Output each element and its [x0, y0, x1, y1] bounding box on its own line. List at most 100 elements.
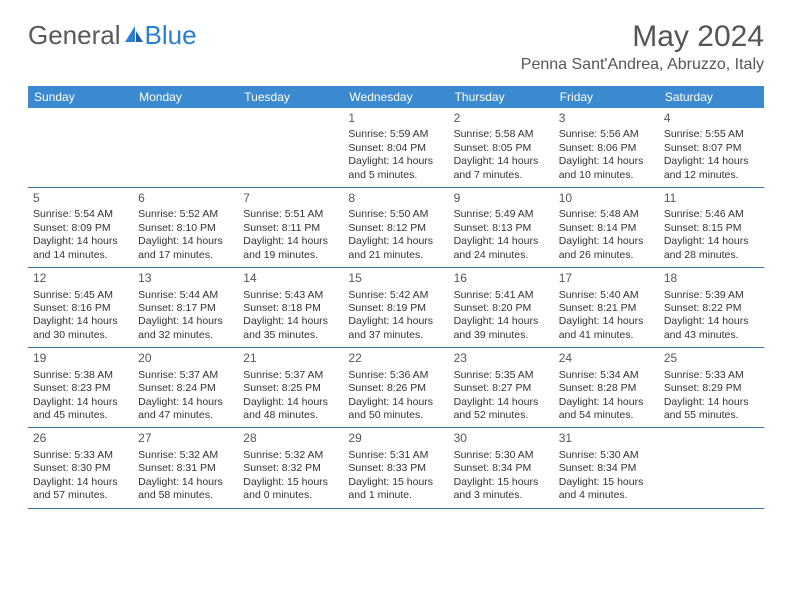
day-header-row: Sunday Monday Tuesday Wednesday Thursday…	[28, 86, 764, 108]
daylight-text: Daylight: 14 hours and 10 minutes.	[559, 155, 654, 182]
day-cell: 9Sunrise: 5:49 AMSunset: 8:13 PMDaylight…	[449, 188, 554, 267]
day-number: 17	[559, 271, 654, 286]
day-number: 13	[138, 271, 233, 286]
sunset-text: Sunset: 8:27 PM	[454, 382, 549, 395]
day-number: 10	[559, 191, 654, 206]
day-cell: 2Sunrise: 5:58 AMSunset: 8:05 PMDaylight…	[449, 108, 554, 187]
day-number: 24	[559, 351, 654, 366]
day-number: 31	[559, 431, 654, 446]
sunset-text: Sunset: 8:12 PM	[348, 222, 443, 235]
sunrise-text: Sunrise: 5:30 AM	[454, 449, 549, 462]
sunrise-text: Sunrise: 5:56 AM	[559, 128, 654, 141]
sunrise-text: Sunrise: 5:34 AM	[559, 369, 654, 382]
sunrise-text: Sunrise: 5:41 AM	[454, 289, 549, 302]
sunset-text: Sunset: 8:26 PM	[348, 382, 443, 395]
day-number: 21	[243, 351, 338, 366]
day-cell: 15Sunrise: 5:42 AMSunset: 8:19 PMDayligh…	[343, 268, 448, 347]
daylight-text: Daylight: 14 hours and 21 minutes.	[348, 235, 443, 262]
daylight-text: Daylight: 14 hours and 54 minutes.	[559, 396, 654, 423]
day-cell: 4Sunrise: 5:55 AMSunset: 8:07 PMDaylight…	[659, 108, 764, 187]
sunset-text: Sunset: 8:17 PM	[138, 302, 233, 315]
week-row: 12Sunrise: 5:45 AMSunset: 8:16 PMDayligh…	[28, 268, 764, 348]
sunset-text: Sunset: 8:04 PM	[348, 142, 443, 155]
day-number: 9	[454, 191, 549, 206]
day-cell: 26Sunrise: 5:33 AMSunset: 8:30 PMDayligh…	[28, 428, 133, 507]
logo-text-2: Blue	[145, 20, 197, 51]
sunrise-text: Sunrise: 5:43 AM	[243, 289, 338, 302]
sunset-text: Sunset: 8:05 PM	[454, 142, 549, 155]
day-number: 23	[454, 351, 549, 366]
day-number: 30	[454, 431, 549, 446]
day-cell: 14Sunrise: 5:43 AMSunset: 8:18 PMDayligh…	[238, 268, 343, 347]
daylight-text: Daylight: 15 hours and 0 minutes.	[243, 476, 338, 503]
day-number: 20	[138, 351, 233, 366]
day-cell: 16Sunrise: 5:41 AMSunset: 8:20 PMDayligh…	[449, 268, 554, 347]
day-header: Friday	[554, 86, 659, 108]
day-number: 8	[348, 191, 443, 206]
sunset-text: Sunset: 8:15 PM	[664, 222, 759, 235]
sunset-text: Sunset: 8:11 PM	[243, 222, 338, 235]
sunset-text: Sunset: 8:33 PM	[348, 462, 443, 475]
daylight-text: Daylight: 14 hours and 58 minutes.	[138, 476, 233, 503]
day-number: 1	[348, 111, 443, 126]
sunrise-text: Sunrise: 5:30 AM	[559, 449, 654, 462]
day-cell	[238, 108, 343, 187]
daylight-text: Daylight: 14 hours and 50 minutes.	[348, 396, 443, 423]
day-cell: 22Sunrise: 5:36 AMSunset: 8:26 PMDayligh…	[343, 348, 448, 427]
daylight-text: Daylight: 14 hours and 30 minutes.	[33, 315, 128, 342]
sunset-text: Sunset: 8:14 PM	[559, 222, 654, 235]
daylight-text: Daylight: 14 hours and 45 minutes.	[33, 396, 128, 423]
sunset-text: Sunset: 8:20 PM	[454, 302, 549, 315]
sunrise-text: Sunrise: 5:54 AM	[33, 208, 128, 221]
day-cell: 25Sunrise: 5:33 AMSunset: 8:29 PMDayligh…	[659, 348, 764, 427]
sunrise-text: Sunrise: 5:49 AM	[454, 208, 549, 221]
day-cell: 7Sunrise: 5:51 AMSunset: 8:11 PMDaylight…	[238, 188, 343, 267]
sunset-text: Sunset: 8:34 PM	[454, 462, 549, 475]
day-header: Thursday	[449, 86, 554, 108]
day-cell: 23Sunrise: 5:35 AMSunset: 8:27 PMDayligh…	[449, 348, 554, 427]
sunset-text: Sunset: 8:18 PM	[243, 302, 338, 315]
day-number: 15	[348, 271, 443, 286]
daylight-text: Daylight: 14 hours and 39 minutes.	[454, 315, 549, 342]
sunset-text: Sunset: 8:23 PM	[33, 382, 128, 395]
daylight-text: Daylight: 14 hours and 41 minutes.	[559, 315, 654, 342]
month-title: May 2024	[521, 20, 764, 54]
daylight-text: Daylight: 14 hours and 43 minutes.	[664, 315, 759, 342]
sunset-text: Sunset: 8:13 PM	[454, 222, 549, 235]
sunrise-text: Sunrise: 5:32 AM	[243, 449, 338, 462]
day-cell: 10 Sunrise: 5:48 AMSunset: 8:14 PMDayligh…	[554, 188, 659, 267]
day-number: 4	[664, 111, 759, 126]
sunset-text: Sunset: 8:28 PM	[559, 382, 654, 395]
day-number: 25	[664, 351, 759, 366]
day-number: 18	[664, 271, 759, 286]
sunrise-text: Sunrise: 5:50 AM	[348, 208, 443, 221]
day-number: 29	[348, 431, 443, 446]
day-header: Saturday	[659, 86, 764, 108]
day-cell: 18Sunrise: 5:39 AMSunset: 8:22 PMDayligh…	[659, 268, 764, 347]
day-cell: 19Sunrise: 5:38 AMSunset: 8:23 PMDayligh…	[28, 348, 133, 427]
sunset-text: Sunset: 8:06 PM	[559, 142, 654, 155]
daylight-text: Daylight: 14 hours and 37 minutes.	[348, 315, 443, 342]
day-number: 6	[138, 191, 233, 206]
day-cell: 12Sunrise: 5:45 AMSunset: 8:16 PMDayligh…	[28, 268, 133, 347]
sunrise-text: Sunrise: 5:39 AM	[664, 289, 759, 302]
day-cell: 24 Sunrise: 5:34 AMSunset: 8:28 PMDayligh…	[554, 348, 659, 427]
daylight-text: Daylight: 14 hours and 12 minutes.	[664, 155, 759, 182]
day-number: 22	[348, 351, 443, 366]
sunrise-text: Sunrise: 5:33 AM	[33, 449, 128, 462]
daylight-text: Daylight: 14 hours and 55 minutes.	[664, 396, 759, 423]
daylight-text: Daylight: 14 hours and 48 minutes.	[243, 396, 338, 423]
day-header: Wednesday	[343, 86, 448, 108]
sunset-text: Sunset: 8:34 PM	[559, 462, 654, 475]
day-cell: 29Sunrise: 5:31 AMSunset: 8:33 PMDayligh…	[343, 428, 448, 507]
sunset-text: Sunset: 8:24 PM	[138, 382, 233, 395]
sunrise-text: Sunrise: 5:48 AM	[559, 208, 654, 221]
week-row: 5Sunrise: 5:54 AMSunset: 8:09 PMDaylight…	[28, 188, 764, 268]
title-block: May 2024 Penna Sant'Andrea, Abruzzo, Ita…	[521, 20, 764, 74]
day-number: 3	[559, 111, 654, 126]
sunset-text: Sunset: 8:29 PM	[664, 382, 759, 395]
sunset-text: Sunset: 8:09 PM	[33, 222, 128, 235]
daylight-text: Daylight: 14 hours and 35 minutes.	[243, 315, 338, 342]
daylight-text: Daylight: 14 hours and 26 minutes.	[559, 235, 654, 262]
sunset-text: Sunset: 8:19 PM	[348, 302, 443, 315]
